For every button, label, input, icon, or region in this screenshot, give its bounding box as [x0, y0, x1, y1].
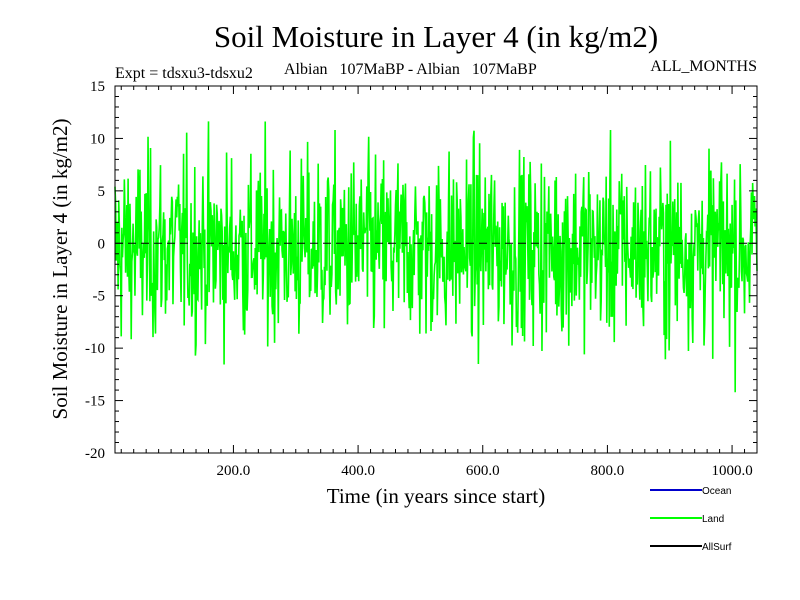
y-tick-label: 10: [90, 131, 105, 147]
y-tick-label: -10: [85, 341, 105, 357]
legend-label-allsurf: AllSurf: [702, 542, 732, 553]
legend: Ocean Land AllSurf: [650, 486, 732, 553]
chart-title: Soil Moisture in Layer 4 (in kg/m2): [214, 19, 658, 54]
land-series-area: [114, 121, 758, 393]
y-tick-label: 0: [98, 236, 106, 252]
x-tick-label: 1000.0: [711, 463, 752, 479]
y-tick-label: -15: [85, 394, 105, 410]
y-tick-label: 15: [90, 79, 105, 95]
x-tick-label: 200.0: [217, 463, 251, 479]
y-tick-label: -20: [85, 446, 105, 462]
x-tick-label: 400.0: [341, 463, 375, 479]
legend-label-ocean: Ocean: [702, 486, 731, 497]
months-label: ALL_MONTHS: [650, 58, 757, 75]
y-tick-label: -5: [93, 289, 106, 305]
experiment-label: Expt = tdsxu3-tdsxu2: [115, 65, 253, 82]
x-tick-label: 600.0: [466, 463, 500, 479]
y-axis-label: Soil Moisture in Layer 4 (in kg/m2): [48, 119, 72, 420]
y-tick-label: 5: [98, 184, 106, 200]
x-axis: 200.0 400.0 600.0 800.0 1000.0: [120, 86, 758, 479]
plot-frame: [114, 85, 758, 454]
y-axis: 15 10 5 0 -5 -10 -15 -20: [85, 79, 757, 462]
legend-label-land: Land: [702, 514, 724, 525]
x-axis-label: Time (in years since start): [327, 484, 546, 508]
period-label: Albian 107MaBP - Albian 107MaBP: [284, 61, 537, 78]
land-series-line: [114, 121, 758, 393]
x-tick-label: 800.0: [591, 463, 625, 479]
